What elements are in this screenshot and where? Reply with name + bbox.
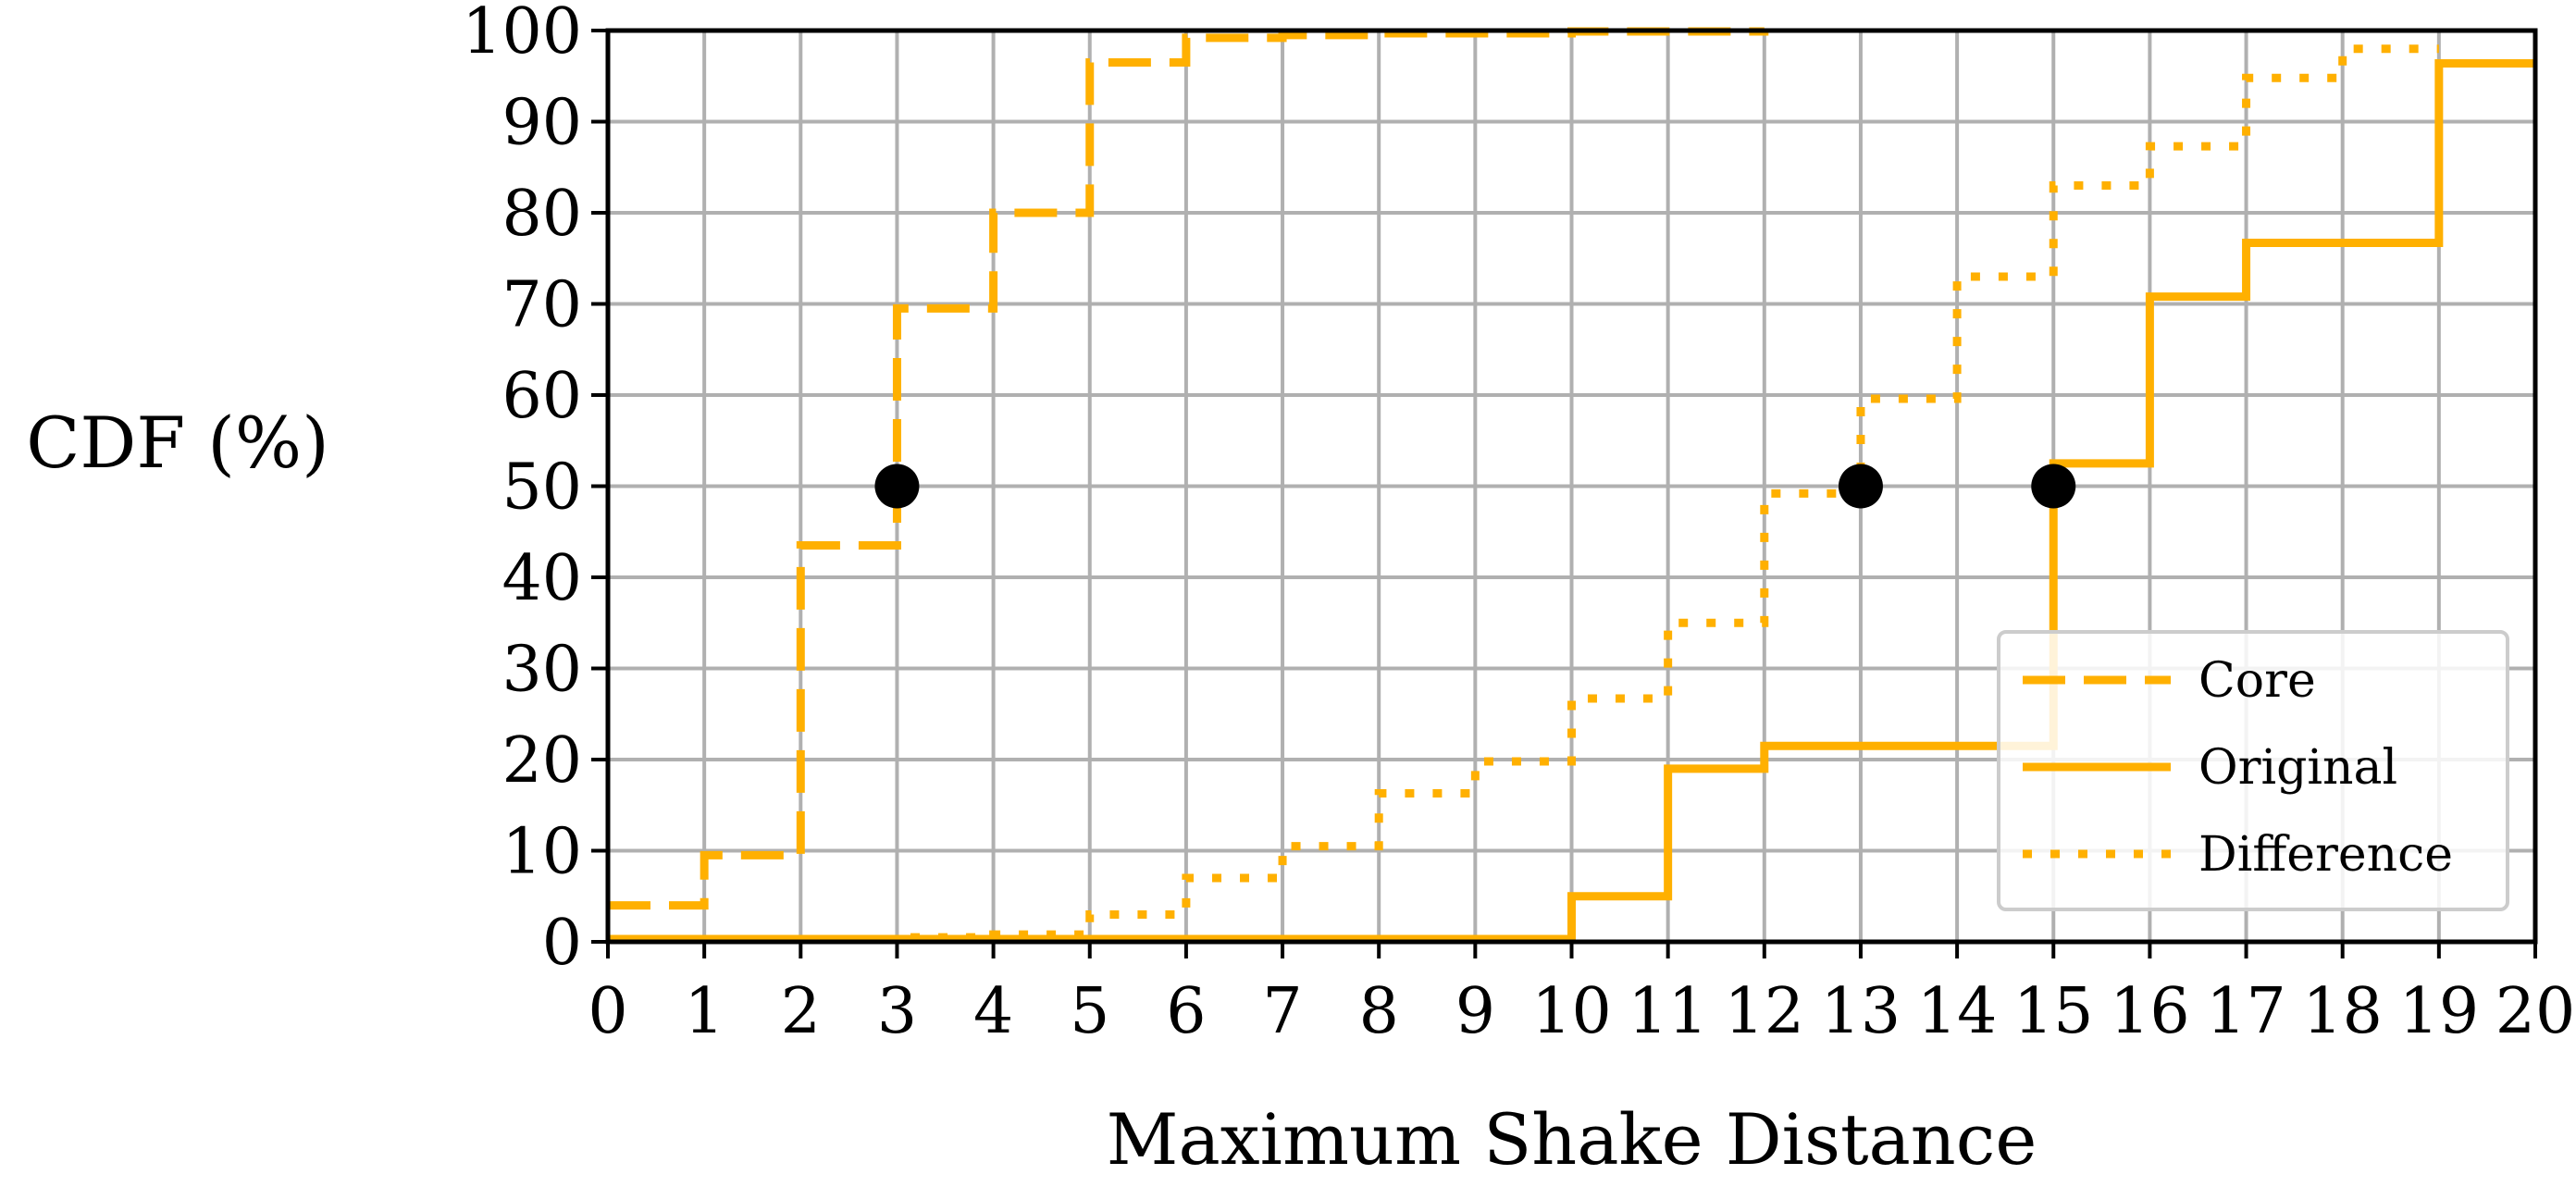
x-tick-label: 6: [1166, 975, 1206, 1048]
x-tick-label: 13: [1821, 975, 1901, 1048]
median-marker-difference: [1838, 464, 1883, 509]
x-tick-label: 7: [1262, 975, 1302, 1048]
y-tick-label: 30: [502, 634, 582, 707]
x-tick-label: 18: [2302, 975, 2383, 1048]
legend-label-core: Core: [2198, 653, 2316, 709]
x-tick-label: 10: [1531, 975, 1612, 1048]
x-tick-label: 16: [2110, 975, 2190, 1048]
x-tick-label: 3: [877, 975, 917, 1048]
y-tick-label: 80: [502, 178, 582, 251]
x-tick-label: 2: [781, 975, 821, 1048]
x-tick-label: 0: [588, 975, 627, 1048]
series-lines: [608, 27, 2535, 945]
legend-box: [1997, 630, 2509, 911]
y-axis-title: CDF (%): [26, 402, 329, 484]
x-tick-label: 1: [685, 975, 724, 1048]
y-tick-label: 90: [502, 87, 582, 160]
y-tick-label: 40: [502, 542, 582, 615]
axis-ticks: 0 1 2 3 4 5 6 7 8 9 10 11 12 13 14 15 16 17 18 19 2001020304…: [462, 0, 2575, 1048]
x-tick-label: 11: [1628, 975, 1708, 1048]
y-tick-label: 10: [502, 816, 582, 889]
x-tick-label: 17: [2206, 975, 2286, 1048]
legend-label-original: Original: [2198, 740, 2397, 796]
x-tick-label: 20: [2496, 975, 2576, 1048]
y-tick-label: 60: [502, 360, 582, 433]
legend: Core Original Difference: [1997, 630, 2509, 911]
y-tick-label: 100: [462, 0, 582, 68]
y-tick-label: 20: [502, 724, 582, 798]
y-tick-label: 0: [542, 907, 582, 980]
x-axis-title: Maximum Shake Distance: [1107, 1098, 2037, 1181]
median-marker-core: [874, 464, 920, 509]
series-line-difference: [608, 44, 2439, 945]
x-tick-label: 19: [2399, 975, 2480, 1048]
legend-label-difference: Difference: [2198, 827, 2453, 883]
x-tick-label: 14: [1917, 975, 1998, 1048]
median-marker-original: [2031, 464, 2076, 509]
y-tick-label: 50: [502, 451, 582, 525]
x-tick-label: 4: [973, 975, 1013, 1048]
x-tick-label: 9: [1455, 975, 1495, 1048]
series-line-core: [608, 27, 1769, 910]
x-tick-label: 8: [1359, 975, 1399, 1048]
x-tick-label: 5: [1070, 975, 1109, 1048]
median-markers: [874, 464, 2076, 509]
x-tick-label: 12: [1725, 975, 1805, 1048]
x-tick-label: 15: [2013, 975, 2094, 1048]
series-line-original: [608, 58, 2535, 944]
y-tick-label: 70: [502, 269, 582, 342]
